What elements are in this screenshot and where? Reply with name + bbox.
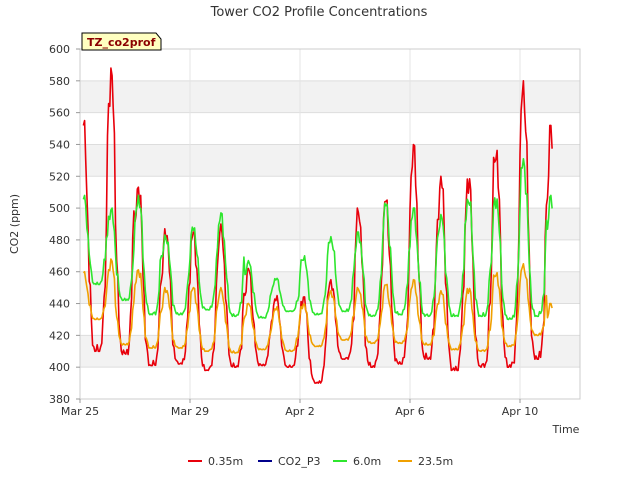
annotation-label: TZ_co2prof [87, 36, 156, 49]
grid-band [80, 112, 580, 145]
annotation-box [81, 32, 162, 51]
chart-title: Tower CO2 Profile Concentrations [210, 5, 428, 20]
y-axis-label: CO2 (ppm) [8, 194, 21, 254]
y-tick-label: 520 [49, 170, 70, 183]
legend-label: CO2_P3 [278, 455, 320, 468]
grid-band [80, 271, 580, 304]
grid-band [80, 335, 580, 368]
site-annotation: TZ_co2prof [81, 32, 162, 51]
y-tick-label: 580 [49, 75, 70, 88]
legend-label: 0.35m [208, 455, 243, 468]
plot-frame [79, 48, 581, 400]
x-axis-ticks: Mar 25 Mar 29 Apr 2 Apr 6 Apr 10 [61, 399, 538, 418]
grid-band [80, 303, 580, 336]
grid-band [80, 49, 580, 81]
y-tick-label: 500 [49, 202, 70, 215]
series-lines [82, 67, 553, 384]
series-line-6-0m [82, 158, 553, 321]
y-tick-label: 560 [49, 107, 70, 120]
grid-band [80, 144, 580, 177]
x-tick-label: Mar 25 [61, 405, 99, 418]
y-tick-label: 460 [49, 266, 70, 279]
y-tick-label: 600 [49, 43, 70, 56]
y-axis-ticks: 380 400 420 440 460 480 500 520 540 560 580 600 [49, 43, 80, 406]
x-axis-label: Time [552, 423, 580, 436]
series-line-0-35m [82, 67, 553, 384]
grid-band [80, 239, 580, 272]
y-tick-label: 440 [49, 298, 70, 311]
y-tick-label: 540 [49, 138, 70, 151]
grid-band [80, 176, 580, 209]
x-tick-label: Mar 29 [171, 405, 209, 418]
y-tick-label: 420 [49, 329, 70, 342]
grid-band [80, 208, 580, 240]
y-tick-label: 380 [49, 393, 70, 406]
series-line-23-5m [82, 258, 553, 354]
x-tick-label: Apr 2 [285, 405, 315, 418]
y-tick-label: 480 [49, 234, 70, 247]
legend-label: 23.5m [418, 455, 453, 468]
grid-band [80, 367, 580, 399]
grid-band [80, 80, 580, 113]
legend-label: 6.0m [353, 455, 381, 468]
legend: 0.35m CO2_P3 6.0m 23.5m [188, 455, 453, 468]
y-tick-label: 400 [49, 361, 70, 374]
x-tick-label: Apr 6 [395, 405, 425, 418]
x-tick-label: Apr 10 [502, 405, 539, 418]
